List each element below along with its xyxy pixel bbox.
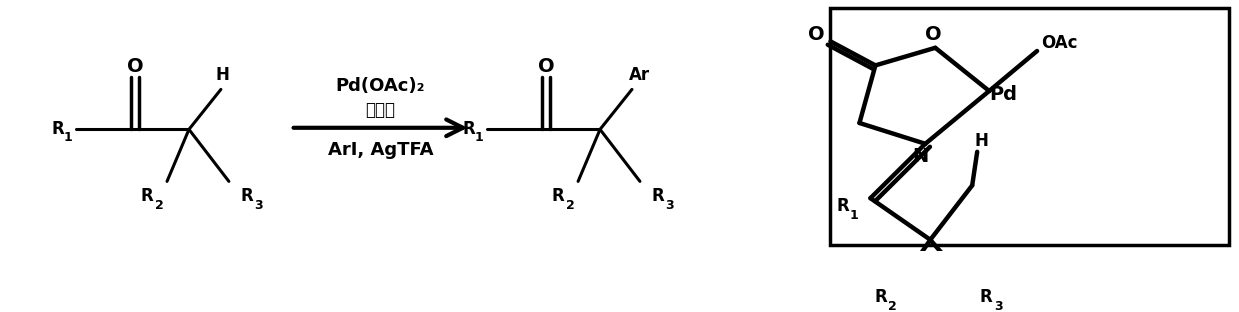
Text: Pd: Pd — [989, 85, 1017, 104]
Text: R: R — [463, 120, 476, 139]
Text: 氨基酸: 氨基酸 — [366, 101, 395, 119]
Text: R: R — [551, 187, 565, 205]
Text: OAc: OAc — [1041, 34, 1077, 52]
Text: R: R — [652, 187, 664, 205]
Text: Ar: Ar — [629, 66, 650, 84]
Text: Pd(OAc)₂: Pd(OAc)₂ — [336, 77, 425, 95]
Bar — [830, 8, 1229, 245]
Text: R: R — [240, 187, 253, 205]
Text: ArI, AgTFA: ArI, AgTFA — [328, 141, 434, 159]
Text: 1: 1 — [475, 131, 483, 144]
Text: 3: 3 — [254, 199, 263, 212]
Text: R: R — [141, 187, 154, 205]
Text: 3: 3 — [994, 300, 1002, 312]
Text: H: H — [216, 66, 229, 84]
Text: H: H — [974, 132, 989, 149]
Text: O: O — [926, 26, 942, 45]
Text: 2: 2 — [155, 199, 164, 212]
Text: 1: 1 — [64, 131, 73, 144]
Text: 2: 2 — [566, 199, 575, 212]
Text: R: R — [873, 288, 887, 305]
Text: 1: 1 — [849, 209, 857, 222]
Text: R: R — [836, 197, 849, 215]
Text: N: N — [912, 147, 928, 166]
Text: R: R — [980, 288, 992, 305]
Text: R: R — [52, 120, 64, 139]
Text: O: O — [126, 57, 144, 76]
Text: O: O — [808, 26, 825, 45]
Text: 3: 3 — [665, 199, 674, 212]
Text: O: O — [538, 57, 555, 76]
Text: 2: 2 — [888, 300, 897, 312]
